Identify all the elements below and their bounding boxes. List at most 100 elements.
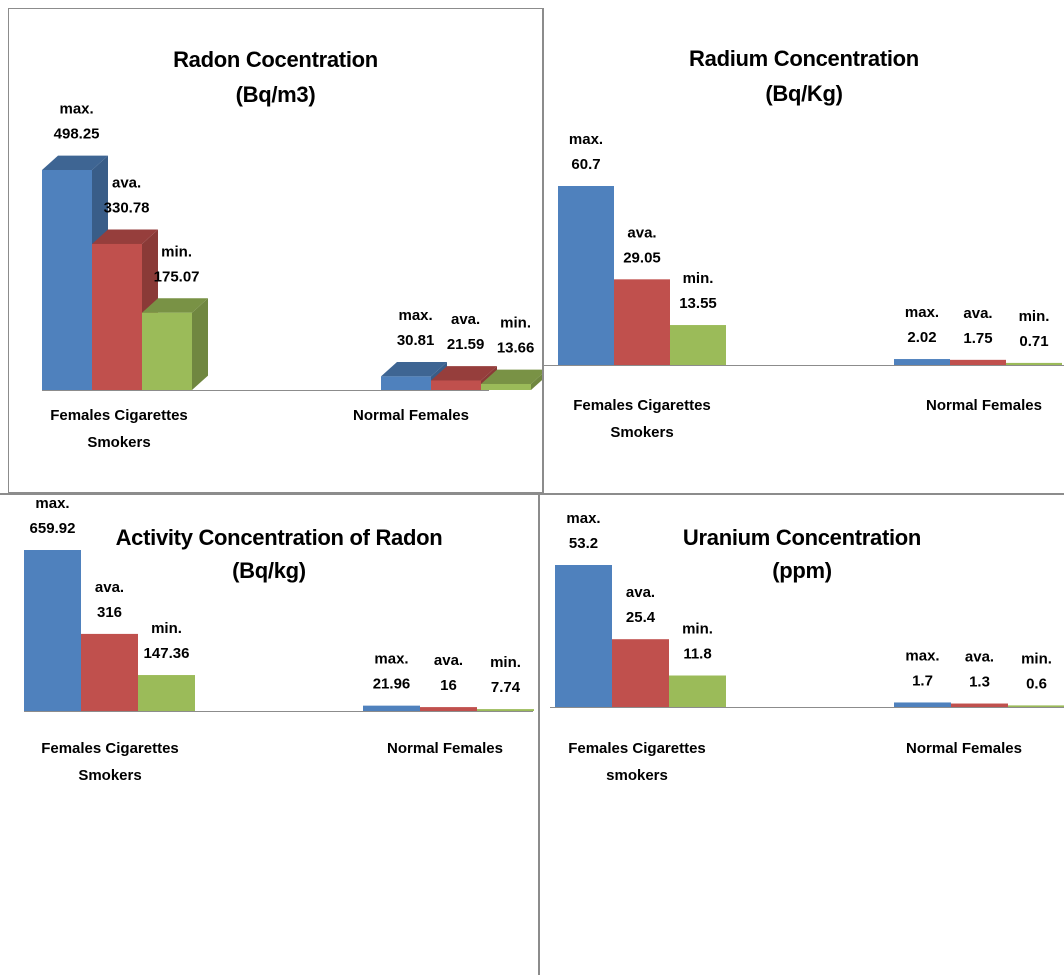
bar-side-face <box>531 374 542 390</box>
data-label-series: max. <box>905 647 939 664</box>
chart-title-line: Radon Cocentration <box>173 47 378 72</box>
bar-min-normal <box>1008 705 1064 707</box>
bar-max-smokers <box>24 550 81 711</box>
data-label-value: 13.55 <box>679 295 717 312</box>
bar-max-smokers <box>555 565 612 707</box>
bar-front-face <box>92 243 142 390</box>
bar-front-face <box>670 325 726 365</box>
data-label-series: ava. <box>627 224 656 241</box>
data-label-value: 1.75 <box>963 330 992 347</box>
data-label-series: ava. <box>95 579 124 596</box>
chart-title: Uranium Concentration (ppm) <box>540 523 1064 585</box>
bar-ava-normal <box>951 703 1008 707</box>
bar-front-face <box>951 703 1008 707</box>
panel-divider-vertical-bottom <box>538 493 540 975</box>
data-label-value: 2.02 <box>907 329 936 346</box>
category-label: Normal Females <box>926 397 1042 414</box>
data-label-series: min. <box>500 315 531 332</box>
data-label-value: 147.36 <box>144 645 190 662</box>
category-label: Females Cigarettes <box>568 740 706 757</box>
data-label-value: 175.07 <box>154 268 200 285</box>
category-label: Females Cigarettes <box>41 740 179 757</box>
bar-ava-normal <box>950 359 1006 365</box>
data-label-value: 21.96 <box>373 676 411 693</box>
bar-front-face <box>1006 362 1062 365</box>
data-label-value: 60.7 <box>571 156 600 173</box>
data-label-value: 16 <box>440 677 457 694</box>
chart-plot: max. 659.92 ava. 316 min. 147.36 Females Cigar… <box>24 495 534 784</box>
panel-divider-horizontal <box>0 493 1064 495</box>
data-label-value: 30.81 <box>397 332 435 349</box>
data-label-series: min. <box>1019 308 1050 325</box>
chart-panel-radon: Radon Cocentration (Bq/m3) max. 498.25 ava… <box>8 8 543 493</box>
data-label-series: min. <box>1021 650 1052 667</box>
category-label: Females Cigarettes <box>50 407 188 424</box>
bar-front-face <box>420 707 477 711</box>
bar-front-face <box>950 359 1006 365</box>
bar-front-face <box>894 702 951 707</box>
data-label-series: max. <box>569 131 603 148</box>
bar-front-face <box>24 550 81 711</box>
bar-front-face <box>558 186 614 365</box>
bar-top-face <box>92 229 158 244</box>
bar-front-face <box>142 312 192 390</box>
data-label-value: 330.78 <box>104 200 150 217</box>
chart-title-line: Activity Concentration of Radon <box>115 525 443 550</box>
data-label-value: 7.74 <box>491 679 521 696</box>
data-label-value: 498.25 <box>54 126 100 143</box>
data-label-value: 11.8 <box>683 646 711 663</box>
category-label: Smokers <box>87 434 150 451</box>
bar-front-face <box>81 633 138 711</box>
data-label-value: 53.2 <box>569 535 598 552</box>
chart-unit-line: (ppm) <box>772 558 832 583</box>
data-label-value: 13.66 <box>497 340 535 357</box>
bar-max-smokers <box>42 155 108 390</box>
bar-min-smokers <box>669 675 726 707</box>
data-label-series: max. <box>374 651 408 668</box>
bar-front-face <box>363 705 420 711</box>
data-label-series: ava. <box>965 649 994 666</box>
bar-max-normal <box>894 359 950 365</box>
category-label: Normal Females <box>906 740 1022 757</box>
chart-plot: max. 498.25 ava. 330.78 min. 175.07 Females Ci… <box>42 101 542 451</box>
category-label: Normal Females <box>387 740 503 757</box>
category-label: Smokers <box>610 424 673 441</box>
bar-front-face <box>669 675 726 707</box>
data-label-series: ava. <box>963 305 992 322</box>
bar-ava-smokers <box>614 279 670 365</box>
data-label-series: min. <box>161 243 192 260</box>
chart-unit-line: (Bq/Kg) <box>765 81 843 106</box>
bar-max-normal <box>894 702 951 707</box>
data-label-value: 0.71 <box>1019 333 1048 350</box>
data-label-series: ava. <box>451 311 480 328</box>
data-label-series: ava. <box>434 652 463 669</box>
bar-ava-smokers <box>612 639 669 707</box>
data-label-value: 0.6 <box>1026 675 1047 692</box>
data-label-series: max. <box>398 307 432 324</box>
data-label-value: 316 <box>97 604 122 621</box>
chart-panel-activity-radon: Activity Concentration of Radon (Bq/kg) … <box>0 495 538 975</box>
bar-side-face <box>192 298 208 390</box>
chart-unit-line: (Bq/kg) <box>232 558 306 583</box>
bar-top-face <box>431 366 497 381</box>
bar-front-face <box>431 380 481 390</box>
bar-front-face <box>381 376 431 390</box>
bar-front-face <box>481 383 531 390</box>
bar-front-face <box>894 359 950 365</box>
data-label-value: 25.4 <box>626 609 656 626</box>
bar-min-smokers <box>138 675 195 711</box>
data-label-series: max. <box>905 304 939 321</box>
chart-title-line: Radium Concentration <box>689 46 919 71</box>
chart-unit-line: (Bq/m3) <box>235 82 316 107</box>
data-label-series: max. <box>35 495 69 512</box>
category-label: smokers <box>606 767 668 784</box>
data-label-value: 21.59 <box>447 336 485 353</box>
bar-front-face <box>138 675 195 711</box>
data-label-series: ava. <box>112 175 141 192</box>
bar-top-face <box>42 155 108 170</box>
category-label: Normal Females <box>353 407 469 424</box>
bar-min-normal <box>1006 362 1062 365</box>
chart-panel-radium: Radium Concentration (Bq/Kg) max. 60.7 ava… <box>544 8 1064 493</box>
category-label: Females Cigarettes <box>573 397 711 414</box>
chart-plot: max. 53.2 ava. 25.4 min. 11.8 Females Cigarett… <box>550 510 1064 784</box>
